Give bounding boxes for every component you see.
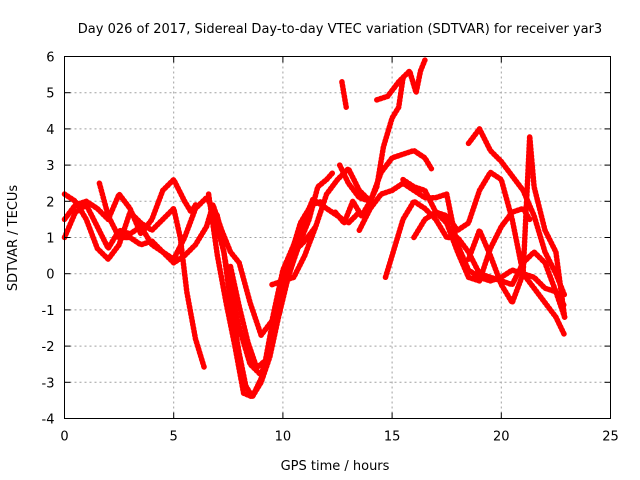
x-tick-label: 20 — [493, 430, 510, 445]
axis-ticks: 0 5 10 15 20 25 -4 -3 -2 -1 0 1 2 3 4 5 6 — [42, 51, 619, 445]
y-tick-label: 0 — [46, 268, 54, 283]
series-track-12 — [374, 57, 428, 103]
x-tick-label: 5 — [170, 430, 178, 445]
series-track-3 — [61, 176, 199, 237]
y-tick-label: 2 — [46, 195, 54, 210]
y-tick-label: -1 — [42, 304, 55, 319]
series-track-2 — [61, 191, 208, 371]
series-track-15 — [400, 169, 568, 310]
series-track-16 — [465, 126, 568, 299]
x-tick-label: 15 — [384, 430, 401, 445]
y-tick-label: -2 — [42, 340, 55, 355]
series-track-6 — [212, 198, 325, 400]
data-traces — [61, 57, 568, 400]
y-tick-label: -3 — [42, 376, 55, 391]
series-track-11 — [339, 79, 349, 110]
y-tick-label: 4 — [46, 123, 54, 138]
x-tick-label: 25 — [602, 430, 619, 445]
chart-title: Day 026 of 2017, Sidereal Day-to-day VTE… — [78, 22, 602, 37]
series-track-10 — [336, 147, 435, 205]
x-axis-label: GPS time / hours — [281, 459, 390, 474]
y-axis-label: SDTVAR / TECUs — [6, 185, 21, 292]
series-track-14 — [382, 198, 568, 320]
y-tick-label: 6 — [46, 51, 54, 66]
series-track-7 — [227, 169, 336, 371]
y-tick-label: 3 — [46, 159, 54, 174]
y-tick-label: 1 — [46, 232, 54, 247]
y-tick-label: 5 — [46, 87, 54, 102]
x-tick-label: 0 — [60, 430, 68, 445]
x-tick-label: 10 — [275, 430, 292, 445]
series-track-8 — [269, 165, 374, 288]
y-tick-label: -4 — [42, 413, 55, 428]
series-track-17 — [465, 133, 568, 320]
series-track-18 — [411, 205, 533, 284]
